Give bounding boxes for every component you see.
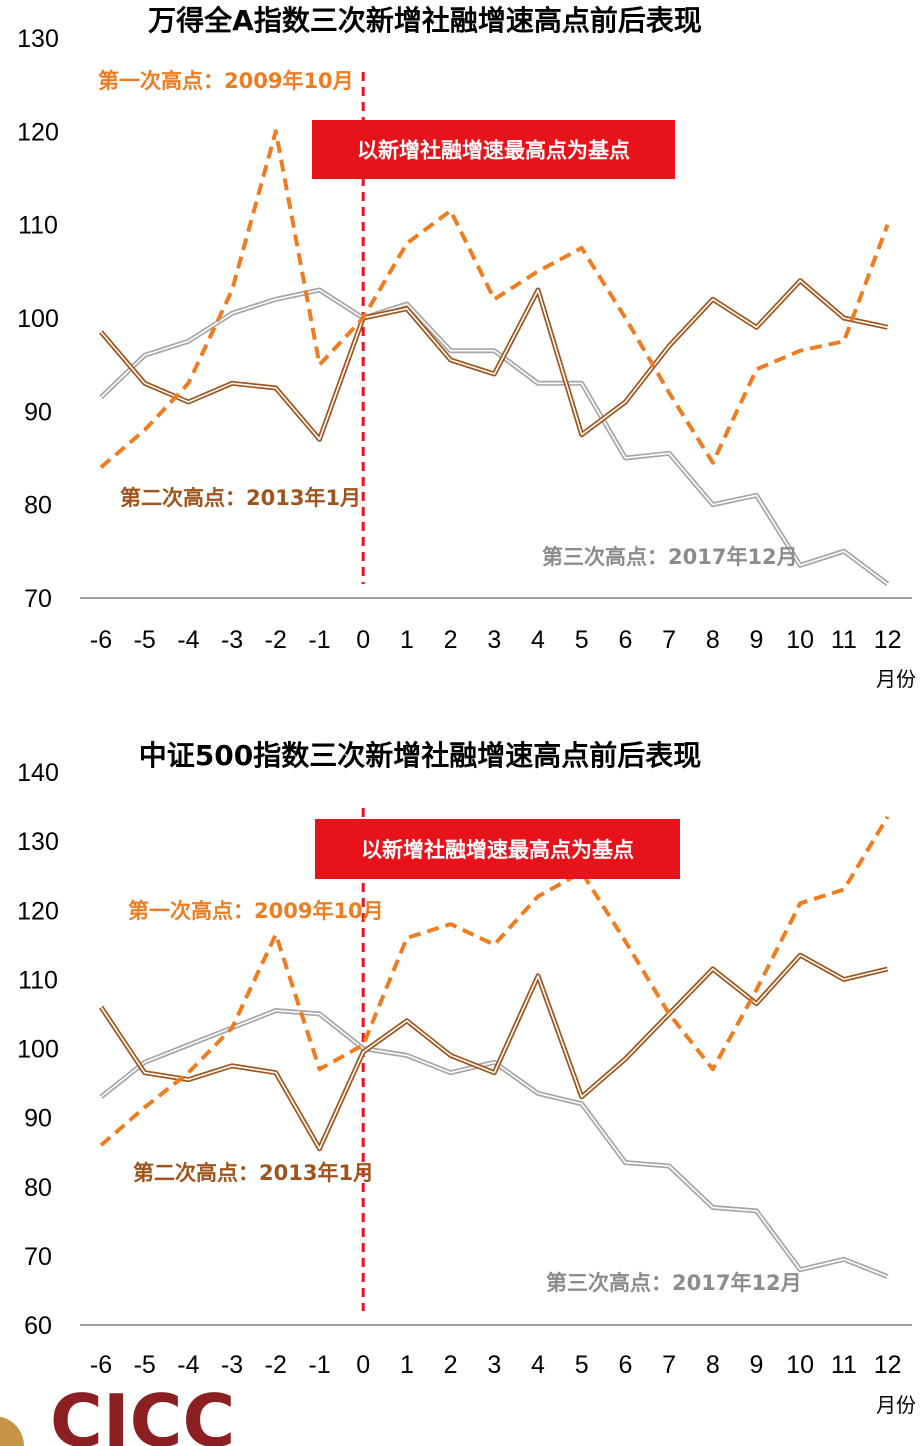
logo-text: CICC [50,1379,235,1446]
x-tick-label: 1 [400,626,414,654]
y-tick-label: 60 [24,1312,52,1340]
x-axis-unit-label: 月份 [876,1393,916,1417]
series-annotation-2: 第二次高点：2013年1月 [133,1161,374,1185]
series-annotation-2: 第二次高点：2013年1月 [120,486,361,510]
series-line-3 [99,287,890,587]
series-double-line-outer [99,278,889,442]
x-tick-label: -2 [265,1351,287,1379]
series-annotation-1: 第一次高点：2009年10月 [128,899,384,923]
y-tick-label: 120 [17,897,59,925]
y-tick-label: 100 [17,305,59,333]
series-annotation-3: 第三次高点：2017年12月 [546,1271,802,1295]
x-tick-label: 5 [575,1351,589,1379]
series-double-line-inner [100,954,888,1150]
y-tick-label: 120 [17,118,59,146]
x-tick-label: 12 [874,1351,902,1379]
x-tick-label: 1 [400,1351,414,1379]
y-tick-label: 130 [17,25,59,53]
x-tick-label: 9 [750,626,764,654]
series-double-line-inner [100,1009,888,1278]
series-double-line-outer [99,287,890,587]
x-tick-label: 7 [662,626,676,654]
x-tick-label: -1 [308,626,330,654]
series-double-line-inner [100,289,889,585]
x-tick-label: 0 [356,1351,370,1379]
y-tick-label: 100 [17,1036,59,1064]
series-line-1 [99,129,890,469]
series-line-2 [99,278,889,442]
x-tick-label: 4 [531,626,545,654]
cicc-logo: CICC [0,1379,235,1446]
baseline-banner-label: 以新增社融增速最高点为基点 [357,139,630,163]
x-tick-label: -4 [177,626,199,654]
y-tick-label: 90 [24,1105,52,1133]
chart-2-title: 中证500指数三次新增社融增速高点前后表现 [139,739,701,772]
baseline-banner-label: 以新增社融增速最高点为基点 [361,838,634,862]
y-tick-label: 70 [24,1243,52,1271]
x-tick-label: -5 [134,1351,156,1379]
x-tick-label: 7 [662,1351,676,1379]
y-tick-label: 90 [24,398,52,426]
x-tick-label: 5 [575,626,589,654]
baseline-banner [312,120,675,179]
x-tick-label: 2 [444,626,458,654]
y-tick-label: 140 [17,759,59,787]
series-double-line-outer [99,1008,889,1279]
x-tick-label: 10 [786,1351,814,1379]
x-tick-label: 11 [831,1351,857,1379]
x-tick-label: 8 [706,626,720,654]
chart-1: 万得全A指数三次新增社融增速高点前后表现 708090100110120130-… [17,4,916,691]
x-tick-label: 3 [487,626,501,654]
x-axis-unit-label: 月份 [876,667,916,691]
series-annotation-1: 第一次高点：2009年10月 [98,69,354,93]
x-tick-label: 0 [356,626,370,654]
series-dashed-line [99,815,890,1147]
x-tick-label: 2 [444,1351,458,1379]
x-tick-label: -3 [221,1351,243,1379]
x-tick-label: -1 [308,1351,330,1379]
y-tick-label: 80 [24,492,52,520]
x-tick-label: 4 [531,1351,545,1379]
x-tick-label: 8 [706,1351,720,1379]
series-annotation-3: 第三次高点：2017年12月 [542,545,798,569]
x-tick-label: -5 [134,626,156,654]
x-tick-label: 11 [831,626,857,654]
series-dashed-line [99,129,890,469]
logo-emblem-icon [0,1416,24,1446]
baseline-banner [315,819,680,879]
x-tick-label: -6 [90,1351,112,1379]
x-tick-label: -2 [265,626,287,654]
x-tick-label: 9 [750,1351,764,1379]
y-tick-label: 130 [17,828,59,856]
x-tick-label: 3 [487,1351,501,1379]
x-tick-label: -4 [177,1351,199,1379]
y-tick-label: 110 [18,966,58,994]
x-tick-label: 10 [786,626,814,654]
series-double-line-inner [100,279,888,441]
series-line-3 [99,1008,889,1279]
chart-2: 中证500指数三次新增社融增速高点前后表现 607080901001101201… [17,739,916,1417]
series-line-1 [99,815,890,1147]
y-tick-label: 110 [18,212,58,240]
y-tick-label: 80 [24,1174,52,1202]
x-tick-label: 12 [874,626,902,654]
series-double-line-outer [98,952,889,1152]
series-line-2 [98,952,889,1152]
x-tick-label: 6 [618,1351,632,1379]
x-tick-label: -6 [90,626,112,654]
y-tick-label: 70 [24,585,52,613]
chart-1-title: 万得全A指数三次新增社融增速高点前后表现 [148,4,702,37]
x-tick-label: -3 [221,626,243,654]
x-tick-label: 6 [618,626,632,654]
